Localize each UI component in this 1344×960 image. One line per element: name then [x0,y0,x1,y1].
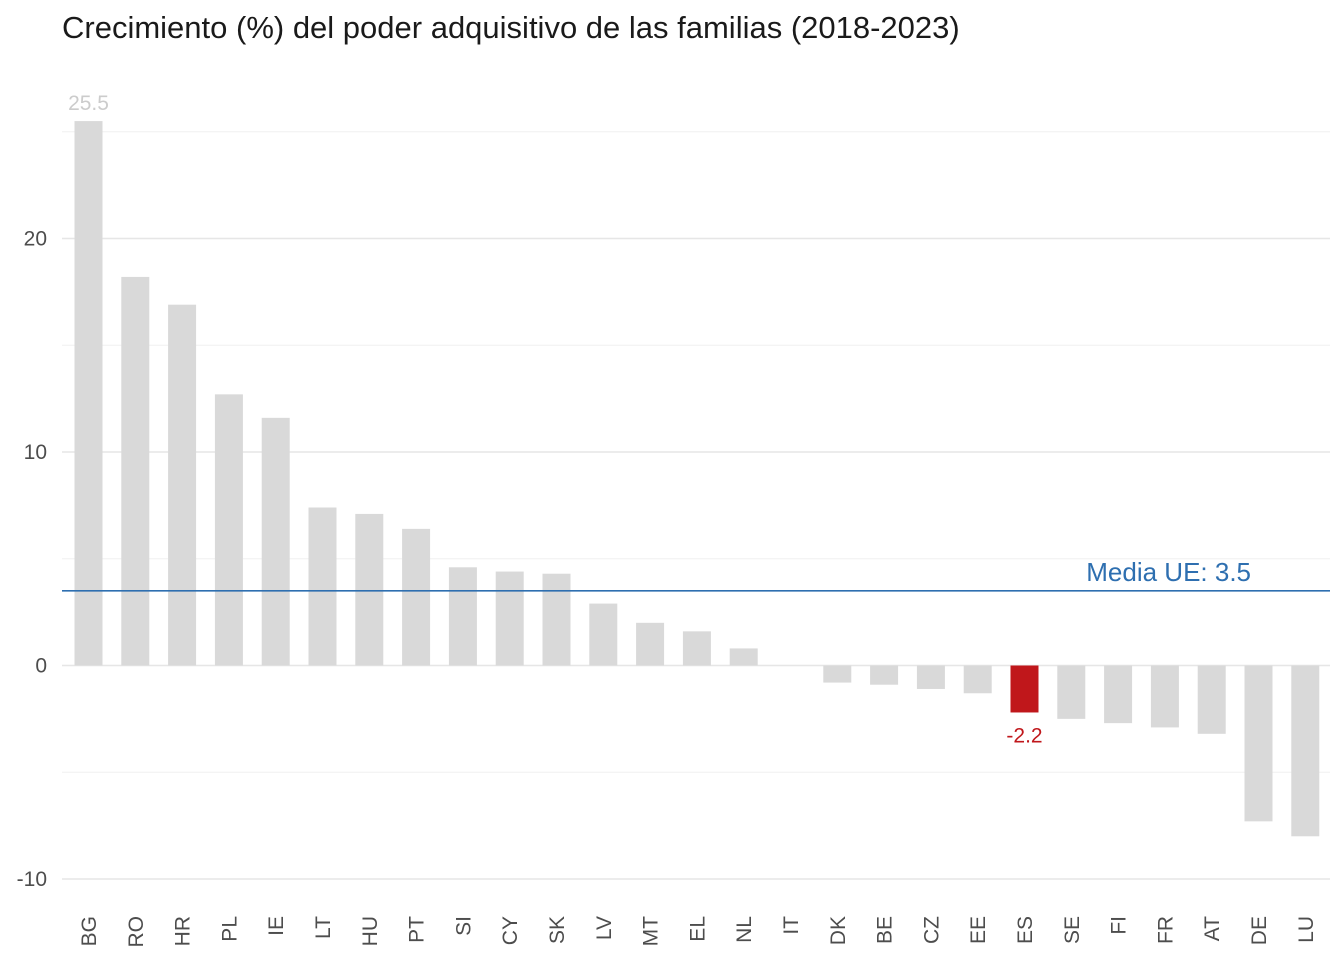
data-label-es: -2.2 [1006,724,1042,747]
x-tick-label: ES [1014,916,1037,944]
chart-title: Crecimiento (%) del poder adquisitivo de… [62,10,960,45]
bar-ro [121,276,150,666]
x-tick-label: HR [172,916,195,946]
x-tick-label: IT [780,916,803,935]
x-tick-label: SI [452,916,475,936]
y-axis: -10 0 10 20 [17,228,47,892]
x-tick-label: EL [686,916,709,942]
bar-fi [1104,665,1133,724]
bar-cy [495,571,524,666]
bars [74,121,1320,837]
reference-line-group: Media UE: 3.5 [62,557,1330,592]
y-tick-label: -10 [17,868,47,891]
x-tick-label: LU [1295,916,1318,943]
x-tick-label: SK [546,916,569,944]
bar-si [448,567,477,666]
x-tick-label: DE [1248,916,1271,945]
x-tick-label: BE [874,916,897,944]
bar-fr [1150,665,1179,728]
x-tick-label: CY [499,916,522,945]
bar-bg [74,121,103,666]
bar-es [1010,665,1039,713]
x-tick-label: DK [827,916,850,945]
y-tick-label: 20 [24,228,47,251]
bar-el [682,631,711,666]
x-tick-label: FI [1108,916,1131,935]
x-tick-label: AT [1201,916,1224,941]
bar-lt [308,507,337,666]
bar-lv [589,603,618,666]
x-tick-label: LT [312,916,335,939]
y-tick-label: 10 [24,441,47,464]
x-tick-label: BG [78,916,101,946]
bar-at [1197,665,1226,734]
bar-hu [355,513,384,666]
x-tick-label: HU [359,916,382,946]
data-label-bg: 25.5 [68,92,109,115]
x-tick-label: SE [1061,916,1084,944]
x-axis: BG RO HR PL IE LT HU PT SI CY SK LV MT EL NL IT DK BE CZ EE… [78,916,1318,948]
bar-be [870,665,899,685]
bar-sk [542,573,571,666]
bar-nl [729,648,758,666]
bar-de [1244,665,1273,822]
data-labels: 25.5 -2.2 [68,92,1043,747]
x-tick-label: EE [967,916,990,944]
x-tick-label: IE [265,916,288,936]
bar-lu [1291,665,1320,837]
bar-se [1057,665,1086,719]
x-tick-label: PT [406,916,429,943]
x-tick-label: NL [733,916,756,943]
bar-mt [636,622,665,666]
reference-line-label: Media UE: 3.5 [1086,557,1251,587]
bar-ee [963,665,992,694]
x-tick-label: PL [218,916,241,942]
bar-hr [168,304,197,666]
x-tick-label: RO [125,916,148,948]
bar-ie [261,417,290,666]
bar-cz [916,665,945,689]
x-tick-label: CZ [920,916,943,944]
x-tick-label: LV [593,916,616,940]
x-tick-label: MT [640,916,663,946]
x-tick-label: FR [1154,916,1177,944]
bar-pl [214,394,243,666]
bar-pt [402,528,431,666]
grid-layer [62,131,1330,880]
bar-dk [823,665,852,683]
y-tick-label: 0 [35,655,47,678]
